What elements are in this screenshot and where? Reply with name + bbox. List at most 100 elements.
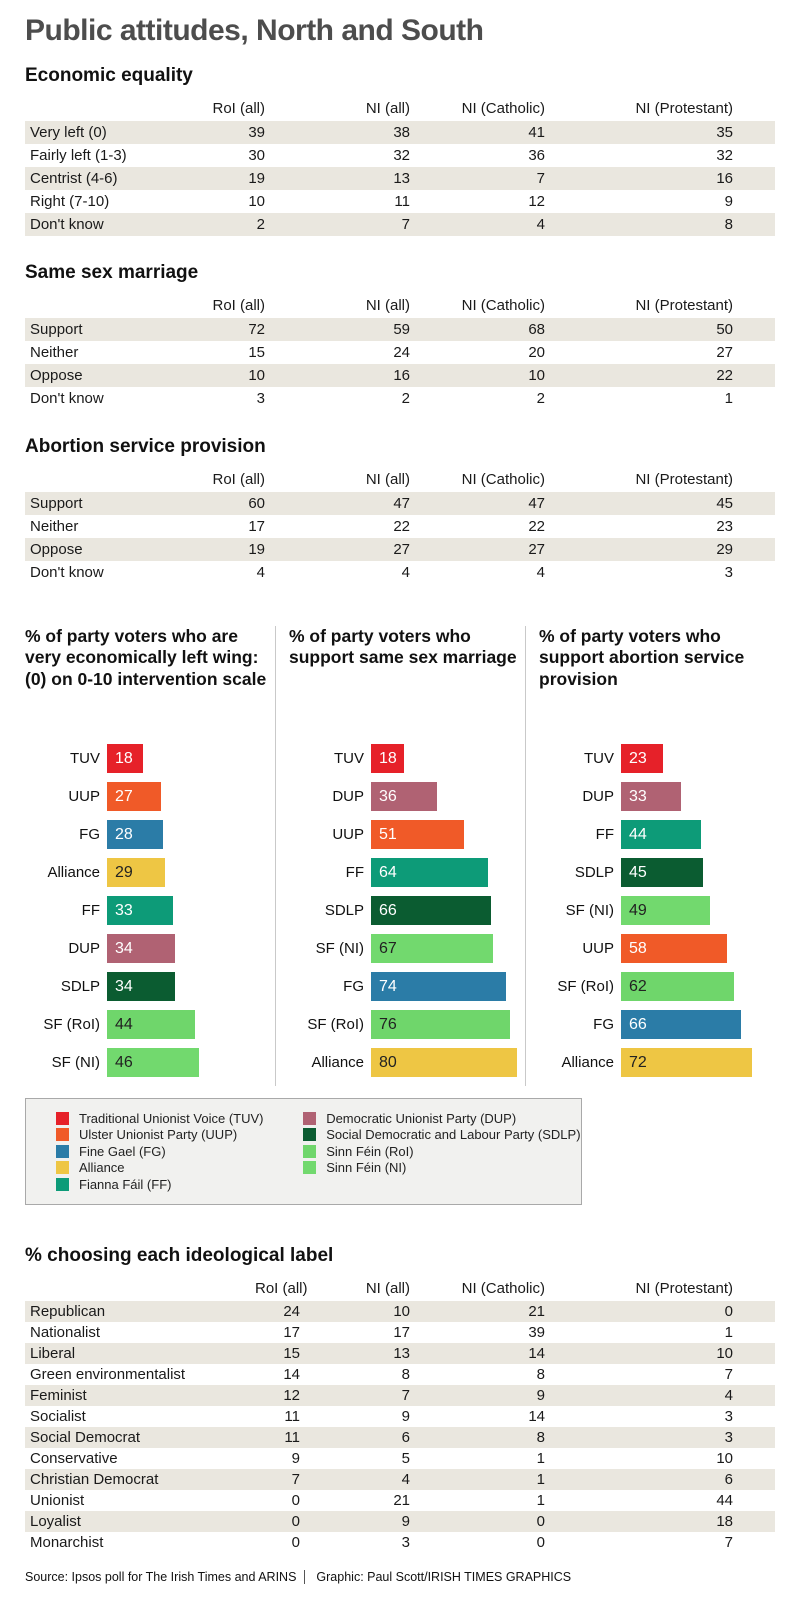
cell-value: 36 [528, 147, 545, 164]
cell-value: 14 [528, 1407, 545, 1425]
bar-row: SF (RoI) 76 [289, 1010, 517, 1039]
row-label: Social Democrat [30, 1428, 141, 1446]
table-row: Centrist (4-6) 19 13 7 16 [25, 167, 775, 190]
bar-track: 58 [621, 934, 767, 963]
cell-value: 14 [528, 1344, 545, 1362]
row-label: Oppose [30, 541, 83, 558]
bar-row: SF (NI) 46 [25, 1048, 267, 1077]
cell-value: 27 [716, 344, 733, 361]
bar-track: 51 [371, 820, 517, 849]
row-label: Support [30, 321, 83, 338]
table-row: Oppose 19 27 27 29 [25, 538, 775, 561]
bar-track: 49 [621, 896, 767, 925]
legend-label: Sinn Féin (RoI) [326, 1143, 414, 1159]
table-section-abortion-service: Abortion service provision RoI (all) NI (… [25, 436, 775, 584]
cell-value: 12 [283, 1386, 300, 1404]
bar-row: SDLP 45 [539, 858, 767, 887]
section-title-same-sex-marriage: Same sex marriage [25, 262, 199, 283]
bar-track: 62 [621, 972, 767, 1001]
cell-value: 24 [393, 344, 410, 361]
bar-row: SDLP 34 [25, 972, 267, 1001]
bar-row: FG 66 [539, 1010, 767, 1039]
cell-value: 35 [716, 124, 733, 141]
cell-value: 10 [248, 367, 265, 384]
cell-value: 0 [536, 1512, 545, 1530]
bar-row: TUV 23 [539, 744, 767, 773]
abortion-service-table: RoI (all) NI (all) NI (Catholic) NI (Protes… [25, 467, 775, 584]
bar-row: DUP 34 [25, 934, 267, 963]
row-label: Don't know [30, 216, 104, 233]
cell-value: 3 [401, 1533, 410, 1551]
column-header: NI (all) [365, 471, 410, 488]
chart-title-same-sex-marriage: % of party voters who support same sex m… [289, 626, 517, 668]
bar-row: FG 28 [25, 820, 267, 849]
cell-value: 7 [536, 170, 545, 187]
legend-item: Sinn Féin (RoI) [303, 1143, 571, 1160]
cell-value: 59 [393, 321, 410, 338]
bar-value-label: 72 [629, 1053, 647, 1071]
column-header: NI (all) [365, 100, 410, 117]
chart-economically-left: % of party voters who are very economica… [25, 626, 275, 1086]
table-row: Very left (0) 39 38 41 35 [25, 121, 775, 144]
bar: 28 [107, 820, 163, 849]
cell-value: 4 [536, 216, 545, 233]
bar-track: 36 [371, 782, 517, 811]
legend-color-swatch [56, 1144, 69, 1158]
bar-category-label: FF [81, 902, 100, 919]
column-header: NI (Catholic) [461, 471, 545, 488]
row-label: Unionist [30, 1491, 85, 1509]
bar: 44 [107, 1010, 195, 1039]
table-row: Conservative 9 5 1 10 [25, 1448, 775, 1469]
bar: 29 [107, 858, 165, 887]
cell-value: 68 [528, 321, 545, 338]
bar-row: UUP 51 [289, 820, 517, 849]
bar-value-label: 46 [115, 1053, 133, 1071]
cell-value: 21 [393, 1491, 410, 1509]
economic-equality-table: RoI (all) NI (all) NI (Catholic) NI (Protes… [25, 96, 775, 236]
section-title-ideological-label: % choosing each ideological label [25, 1244, 334, 1266]
bar-track: 33 [621, 782, 767, 811]
legend-item: Ulster Unionist Party (UUP) [56, 1127, 303, 1144]
bar-category-label: SF (NI) [51, 1054, 100, 1071]
cell-value: 0 [291, 1533, 300, 1551]
bar-row: FF 33 [25, 896, 267, 925]
cell-value: 22 [716, 367, 733, 384]
cell-value: 0 [536, 1533, 545, 1551]
bar-value-label: 62 [629, 977, 647, 995]
row-label: Loyalist [30, 1512, 81, 1530]
bar-category-label: UUP [68, 788, 100, 805]
table-section-same-sex-marriage: Same sex marriage RoI (all) NI (all) NI (C… [25, 262, 775, 410]
cell-value: 7 [401, 216, 410, 233]
bar: 33 [621, 782, 682, 811]
cell-value: 4 [256, 564, 265, 581]
row-label: Don't know [30, 390, 104, 407]
bar: 27 [107, 782, 161, 811]
cell-value: 11 [284, 1407, 300, 1425]
table-row: Support 72 59 68 50 [25, 318, 775, 341]
bar-row: DUP 33 [539, 782, 767, 811]
cell-value: 22 [528, 518, 545, 535]
bar-group: TUV 18 DUP 36 UUP 51 FF 64 SDLP 66 SF (NI) 67 FG 74 SF… [289, 744, 517, 1077]
bar-value-label: 28 [115, 825, 133, 843]
cell-value: 5 [401, 1449, 410, 1467]
table-header-row: RoI (all) NI (all) NI (Catholic) NI (Protes… [25, 1276, 775, 1301]
row-label: Christian Democrat [30, 1470, 159, 1488]
row-label: Fairly left (1-3) [30, 147, 127, 164]
legend-item: Traditional Unionist Voice (TUV) [56, 1110, 303, 1127]
cell-value: 17 [393, 1323, 410, 1341]
chart-title-abortion-service: % of party voters who support abortion s… [539, 626, 745, 689]
table-row: Support 60 47 47 45 [25, 492, 775, 515]
cell-value: 16 [393, 367, 410, 384]
bar: 67 [371, 934, 494, 963]
bar-value-label: 45 [629, 863, 647, 881]
cell-value: 4 [724, 1386, 733, 1404]
legend-item: Social Democratic and Labour Party (SDLP… [303, 1127, 581, 1144]
row-label: Neither [30, 344, 79, 361]
cell-value: 21 [528, 1302, 545, 1320]
bar-category-label: SDLP [324, 902, 364, 919]
bar-row: FF 44 [539, 820, 767, 849]
cell-value: 18 [716, 1512, 733, 1530]
bar-track: 66 [371, 896, 517, 925]
cell-value: 19 [248, 170, 265, 187]
